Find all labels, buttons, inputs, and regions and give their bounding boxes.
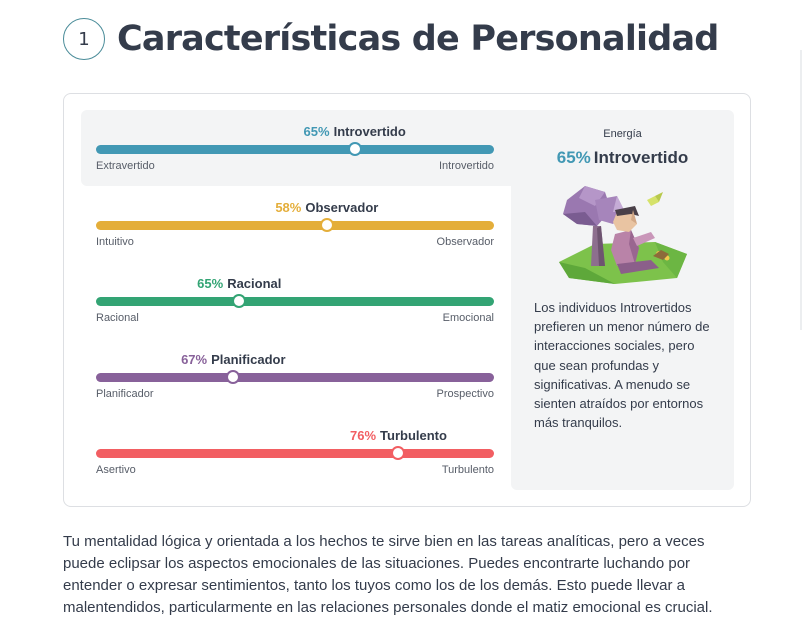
trait-percent: 67% xyxy=(181,352,207,367)
section-number-badge: 1 xyxy=(63,18,105,60)
trait-slider-knob[interactable] xyxy=(232,294,246,308)
trait-description: Los individuos Introvertidos prefieren u… xyxy=(534,298,714,432)
trait-heading: 67% Planificador xyxy=(181,352,285,367)
trait-heading: 65% Racional xyxy=(197,276,281,291)
trait-bar[interactable] xyxy=(96,221,494,230)
trait-percent: 76% xyxy=(350,428,376,443)
trait-bar[interactable] xyxy=(96,449,494,458)
trait-slider-knob[interactable] xyxy=(391,446,405,460)
trait-bar[interactable] xyxy=(96,373,494,382)
trait-row-tactics[interactable]: 67% Planificador Planificador Prospectivo xyxy=(96,352,494,412)
trait-left-label: Racional xyxy=(96,312,139,324)
trait-detail-heading: 65% Introvertido xyxy=(511,148,734,168)
trait-detail-percent: 65% xyxy=(557,148,591,167)
trait-row-nature[interactable]: 65% Racional Racional Emocional xyxy=(96,276,494,336)
trait-slider-knob[interactable] xyxy=(348,142,362,156)
trait-name: Introvertido xyxy=(334,124,406,139)
person-under-tree-illustration xyxy=(555,182,691,284)
trait-left-label: Planificador xyxy=(96,388,153,400)
trait-left-label: Asertivo xyxy=(96,464,136,476)
trait-bar[interactable] xyxy=(96,145,494,154)
trait-right-label: Emocional xyxy=(443,312,494,324)
trait-right-label: Prospectivo xyxy=(437,388,494,400)
personality-summary-text: Tu mentalidad lógica y orientada a los h… xyxy=(63,531,743,619)
section-title: Características de Personalidad xyxy=(117,19,719,59)
trait-percent: 58% xyxy=(275,200,301,215)
trait-name: Planificador xyxy=(211,352,285,367)
trait-right-label: Turbulento xyxy=(442,464,494,476)
trait-slider-knob[interactable] xyxy=(320,218,334,232)
trait-left-label: Extravertido xyxy=(96,160,155,172)
trait-name: Observador xyxy=(305,200,378,215)
trait-bar[interactable] xyxy=(96,297,494,306)
traits-card: 65% Introvertido Extravertido Introvertid… xyxy=(63,93,751,507)
trait-name: Racional xyxy=(227,276,281,291)
trait-percent: 65% xyxy=(197,276,223,291)
trait-row-energy[interactable]: 65% Introvertido Extravertido Introvertid… xyxy=(96,124,494,184)
section-header: 1 Características de Personalidad xyxy=(63,18,719,60)
trait-slider-knob[interactable] xyxy=(226,370,240,384)
trait-heading: 58% Observador xyxy=(275,200,378,215)
trait-category-label: Energía xyxy=(511,128,734,140)
trait-right-label: Introvertido xyxy=(439,160,494,172)
trait-right-label: Observador xyxy=(437,236,494,248)
trait-left-label: Intuitivo xyxy=(96,236,134,248)
trait-heading: 76% Turbulento xyxy=(350,428,447,443)
trait-row-identity[interactable]: 76% Turbulento Asertivo Turbulento xyxy=(96,428,494,488)
trait-heading: 65% Introvertido xyxy=(304,124,406,139)
trait-percent: 65% xyxy=(304,124,330,139)
trait-detail-panel: Energía 65% Introvertido xyxy=(511,110,734,490)
trait-row-mind[interactable]: 58% Observador Intuitivo Observador xyxy=(96,200,494,260)
trait-detail-name: Introvertido xyxy=(594,148,688,167)
trait-name: Turbulento xyxy=(380,428,447,443)
